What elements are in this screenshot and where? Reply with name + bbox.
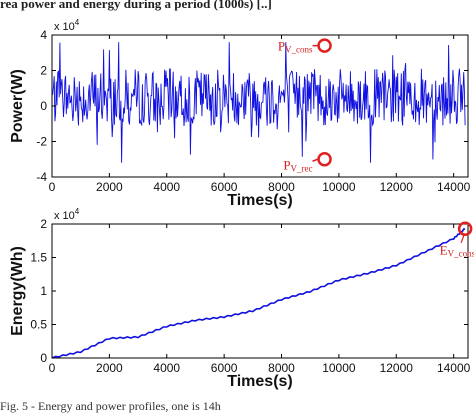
y-tick-label: 1.5 (30, 251, 47, 265)
x-tick-label: 8000 (268, 361, 295, 375)
energy-y-ticks: 0 0.5 1 1.5 2 (30, 217, 468, 365)
energy-series-line (51, 228, 466, 359)
x-tick-label: 14000 (437, 180, 471, 194)
power-y-ticks: -4 -2 0 2 4 (36, 28, 468, 184)
energy-annotations: EV_cons (440, 221, 474, 259)
y-tick-label: -2 (36, 135, 47, 149)
energy-x-ticks: 0 2000 4000 6000 8000 10000 12000 14000 (49, 224, 471, 375)
x-tick-label: 12000 (380, 180, 414, 194)
y-tick-label: -4 (36, 170, 47, 184)
x-tick-label: 10000 (322, 361, 356, 375)
x-tick-label: 2000 (96, 180, 123, 194)
y-tick-label: 0 (40, 99, 47, 113)
x-tick-label: 8000 (268, 180, 295, 194)
energy-y-axis-label: Energy(Wh) (9, 246, 26, 336)
annotation-circle (317, 38, 332, 53)
annotation-circle (317, 152, 332, 167)
energy-plot-frame (51, 223, 469, 359)
power-chart: 0 2000 4000 6000 8000 10000 12000 14000 -4 -2 0 2 4… (9, 18, 471, 209)
x-tick-label: 12000 (380, 361, 414, 375)
annotation-label: PV_rec (283, 157, 312, 173)
energy-chart: 0 2000 4000 6000 8000 10000 12000 14000 0 0.5 1 1.… (9, 207, 474, 390)
x-tick-label: 4000 (153, 361, 180, 375)
annotation-label: EV_cons (440, 243, 474, 259)
top-heading-fragment: rea power and energy during a period (10… (0, 0, 272, 11)
x-tick-label: 0 (49, 180, 56, 194)
y-tick-label: 2 (40, 64, 47, 78)
x-tick-label: 14000 (437, 361, 471, 375)
figure-caption: Fig. 5 - Energy and power profiles, one … (0, 399, 221, 413)
annotation-circle (457, 221, 473, 236)
annotation-arrow (460, 234, 465, 243)
power-x-ticks: 0 2000 4000 6000 8000 10000 12000 14000 (49, 35, 471, 194)
power-annotations: PV_cons PV_rec (278, 38, 332, 173)
annotation-label: PV_cons (278, 39, 313, 55)
y-tick-label: 0 (40, 351, 47, 365)
x-tick-label: 6000 (211, 180, 238, 194)
y-tick-label: 0.5 (30, 318, 47, 332)
power-y-axis-label: Power(W) (9, 69, 26, 143)
y-tick-label: 4 (40, 28, 47, 42)
power-series-line (51, 42, 466, 163)
x-tick-label: 10000 (322, 180, 356, 194)
x-tick-label: 6000 (211, 361, 238, 375)
x-tick-label: 4000 (153, 180, 180, 194)
x-tick-label: 0 (49, 361, 56, 375)
power-y-multiplier: x 104 (54, 18, 80, 33)
power-x-axis-label: Times(s) (227, 192, 293, 209)
y-tick-label: 1 (40, 284, 47, 298)
energy-x-axis-label: Times(s) (227, 373, 293, 390)
x-tick-label: 2000 (96, 361, 123, 375)
annotation-arrow (312, 158, 318, 162)
energy-y-multiplier: x 104 (54, 207, 80, 222)
y-tick-label: 2 (40, 217, 47, 231)
